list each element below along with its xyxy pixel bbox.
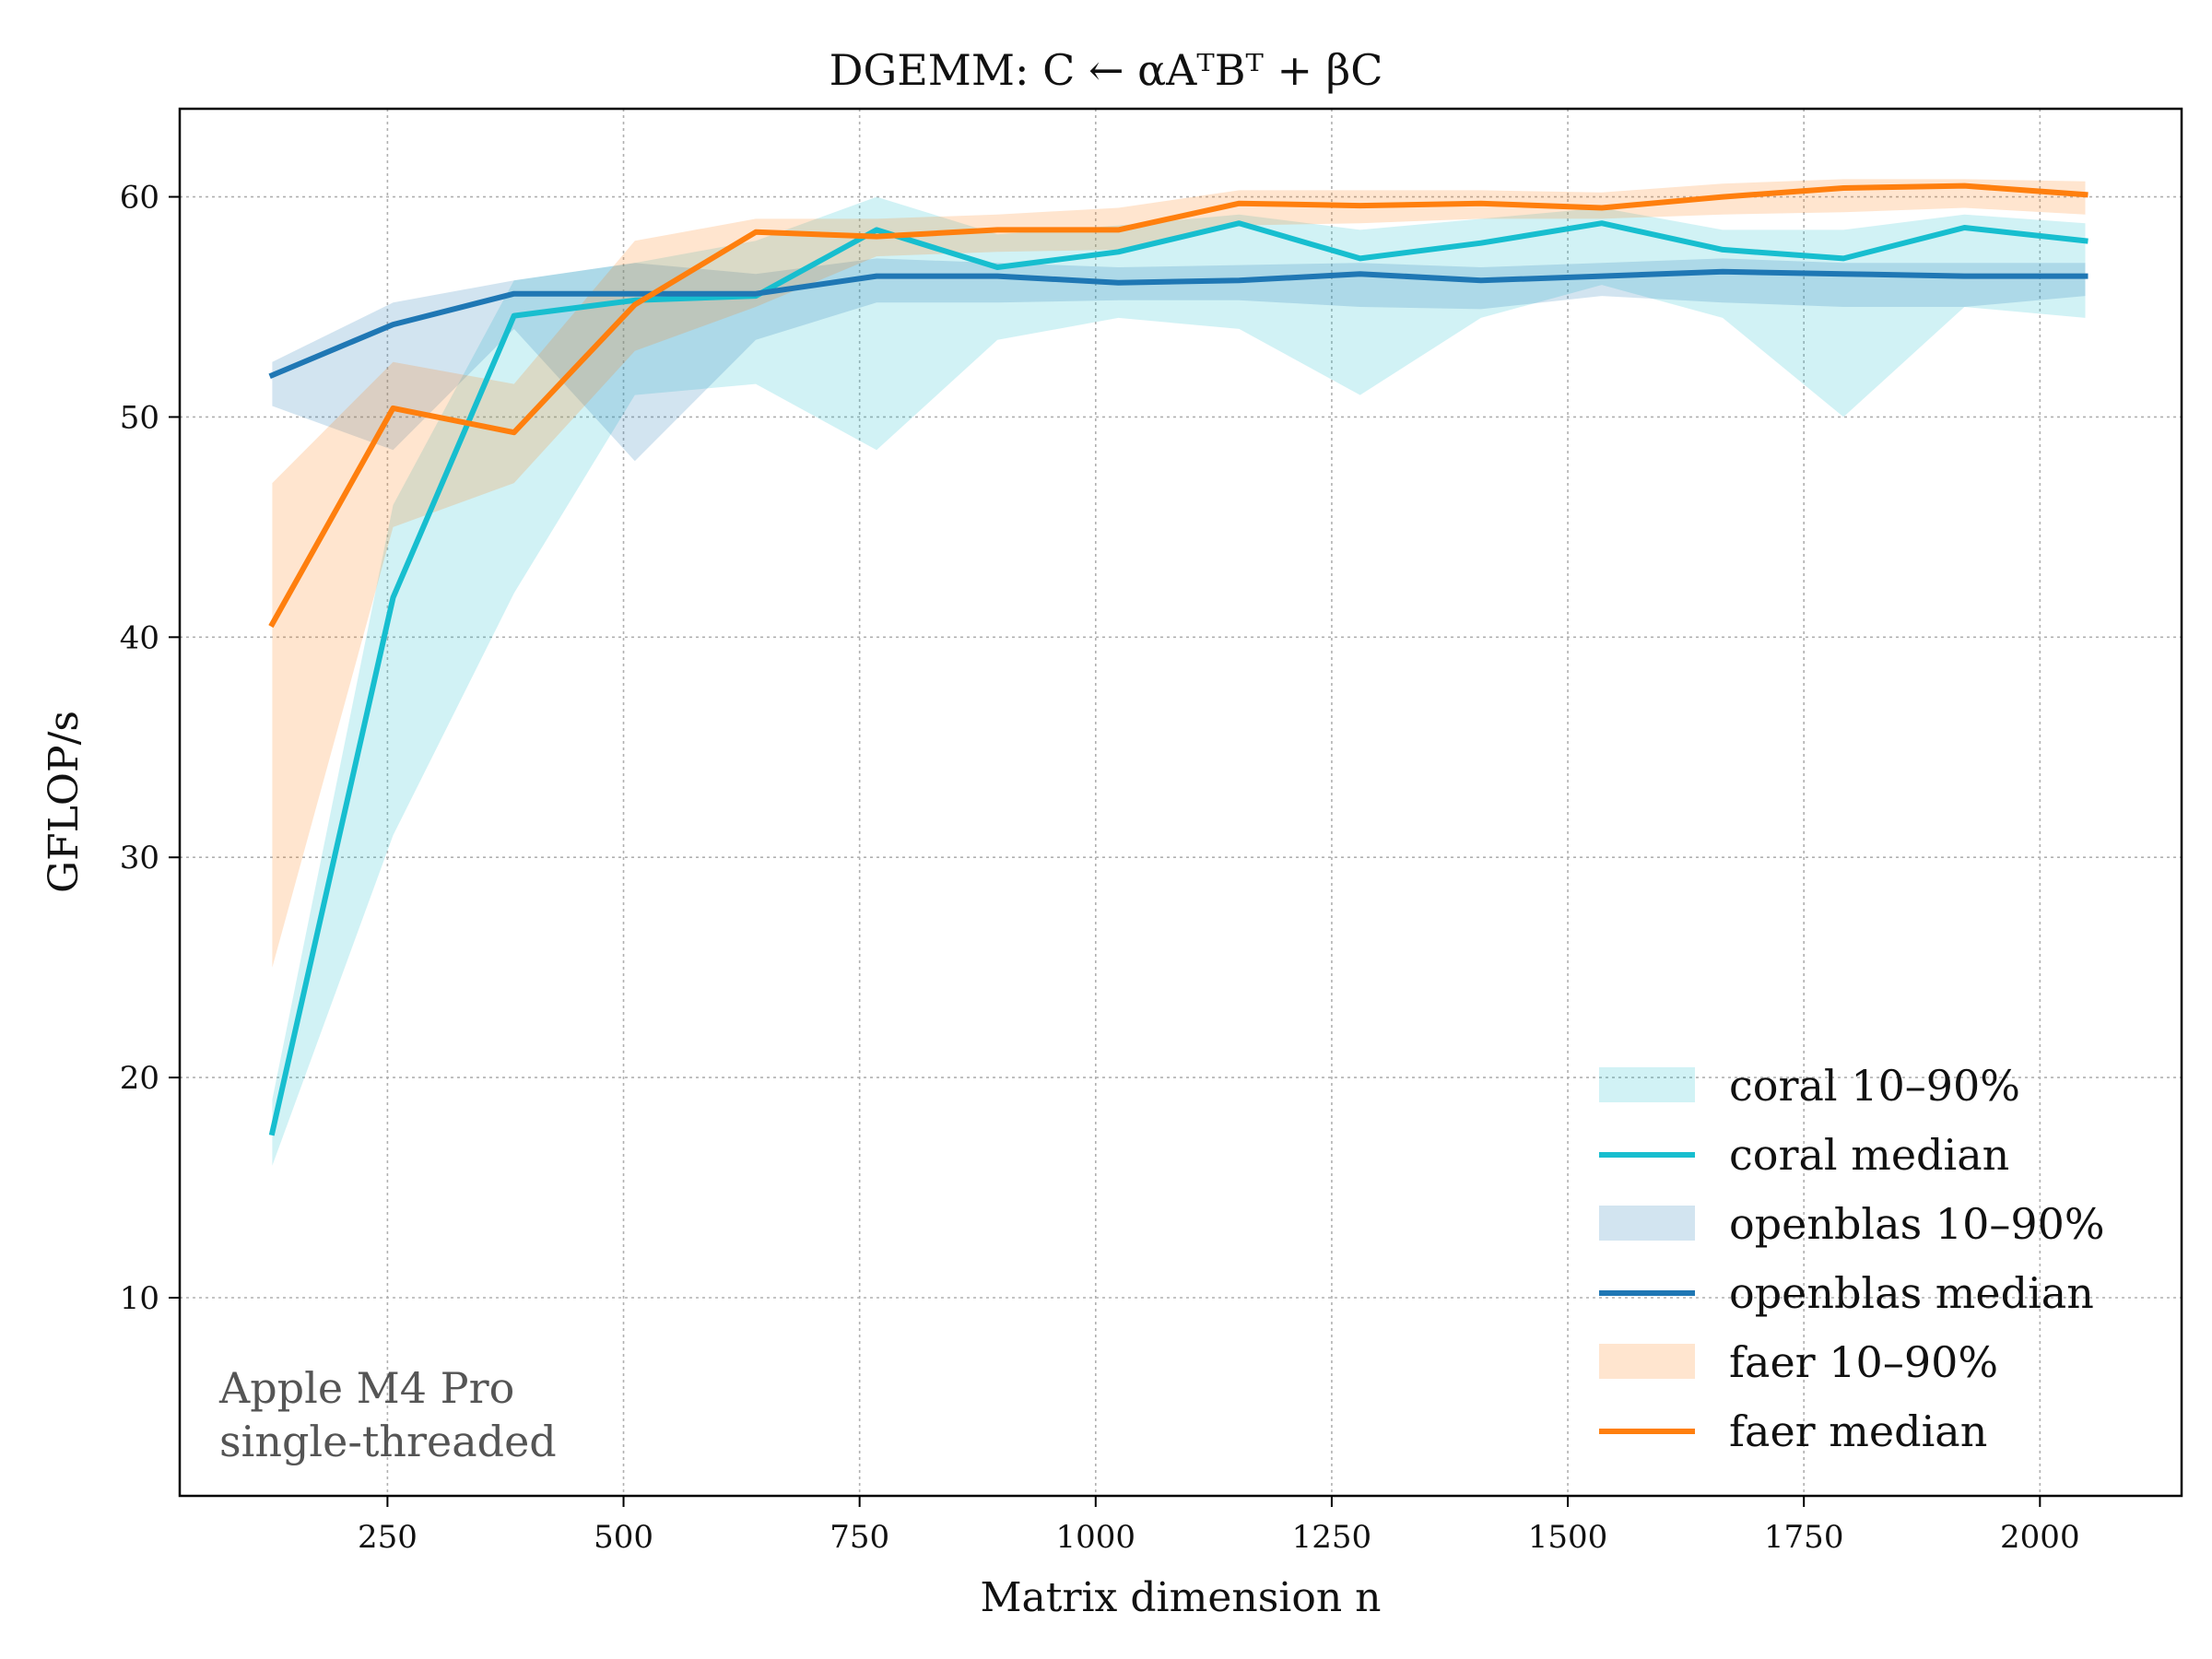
- median-lines: [268, 182, 2088, 1136]
- legend: coral 10–90% coral median openblas 10–90% o…: [1599, 1061, 2105, 1456]
- faer-band-legend-swatch: [1599, 1344, 1695, 1379]
- x-tick-label: 1750: [1764, 1519, 1844, 1556]
- y-tick-label: 40: [120, 619, 159, 656]
- faer-median-line: [268, 182, 2088, 629]
- openblas-median-legend-label: openblas median: [1729, 1268, 2094, 1318]
- y-axis-ticks: 10 20 30 40 50 60: [120, 180, 180, 1317]
- openblas-median-line: [268, 268, 2088, 380]
- gridlines: [180, 109, 2182, 1496]
- y-axis-label: GFLOP/s: [41, 711, 88, 893]
- chart-title: DGEMM: C ← αAᵀBᵀ + βC: [830, 45, 1383, 95]
- x-tick-label: 750: [830, 1519, 889, 1556]
- y-tick-label: 10: [120, 1280, 159, 1317]
- x-tick-label: 500: [594, 1519, 653, 1556]
- x-axis-label: Matrix dimension n: [980, 1574, 1381, 1621]
- x-tick-label: 1500: [1528, 1519, 1608, 1556]
- coral-median-line: [268, 220, 2088, 1136]
- coral-band-legend-label: coral 10–90%: [1729, 1061, 2020, 1111]
- openblas-band-legend-swatch: [1599, 1206, 1695, 1241]
- plot-frame: [178, 107, 2183, 1498]
- coral-median-legend-label: coral median: [1729, 1130, 2009, 1180]
- annotation-threading: single-threaded: [219, 1417, 557, 1466]
- x-tick-label: 1000: [1056, 1519, 1136, 1556]
- percentile-bands: [272, 179, 2086, 1166]
- x-tick-label: 1250: [1292, 1519, 1372, 1556]
- openblas-percentile-band: [272, 258, 2086, 462]
- x-tick-label: 250: [358, 1519, 418, 1556]
- openblas-band-legend-label: openblas 10–90%: [1729, 1199, 2105, 1249]
- coral-band-legend-swatch: [1599, 1067, 1695, 1102]
- y-tick-label: 20: [120, 1060, 159, 1097]
- faer-median-legend-label: faer median: [1729, 1406, 1987, 1456]
- x-tick-label: 2000: [2000, 1519, 2080, 1556]
- x-axis-ticks: 250 500 750 1000 1250 1500 1750 2000: [358, 1496, 2080, 1556]
- faer-band-legend-label: faer 10–90%: [1729, 1337, 1998, 1387]
- coral-percentile-band: [272, 196, 2086, 1166]
- y-tick-label: 50: [120, 399, 159, 436]
- y-tick-label: 60: [120, 180, 159, 217]
- y-tick-label: 30: [120, 840, 159, 877]
- annotation-hardware: Apple M4 Pro: [218, 1363, 514, 1413]
